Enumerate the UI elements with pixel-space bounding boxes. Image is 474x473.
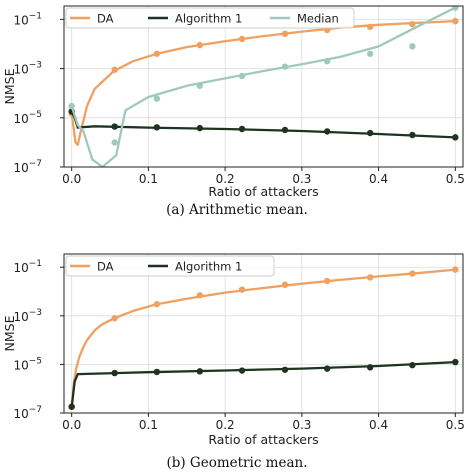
data-point [153,124,161,131]
series-group [68,6,459,167]
series-line-da [70,268,456,407]
data-point [68,102,75,110]
data-point [238,72,246,80]
x-tick-label: 0.2 [216,418,235,432]
legend-entry: Algorithm 1 [175,12,242,26]
legend-entry: Median [297,12,339,26]
y-tick-label: 10−1 [13,11,42,27]
data-point [409,43,416,50]
data-point [111,314,118,322]
series-line-algorithm-1 [70,360,456,407]
y-tick-label: 10−3 [13,308,42,324]
data-point [153,301,161,308]
x-axis-label: Ratio of attackers [208,432,318,447]
y-tick-label: 10−7 [13,159,42,175]
data-point [409,270,416,277]
x-tick-label: 0.4 [369,418,388,432]
data-point [281,281,289,288]
data-point [153,368,161,376]
x-tick-label: 0.1 [139,418,158,432]
data-point [281,366,289,373]
data-point [111,139,118,146]
data-point [196,292,204,299]
data-point [196,82,204,89]
panel-a: 0.0 0.1 0.2 0.3 0.4 0.5 10−7 10−5 10−3 10−1 Ratio … [2,5,465,218]
data-point [111,123,118,130]
data-point [409,20,416,28]
figure-caption: (b) Geometric mean. [166,455,307,471]
x-tick-label: 0.5 [446,418,465,432]
series-group [68,266,459,410]
y-tick-label: 10−5 [13,356,42,372]
data-point [452,134,459,141]
y-axis-label: NMSE [2,68,17,104]
x-tick-label: 0.2 [216,172,235,186]
plot-frame [63,253,464,414]
x-tick-label: 0.1 [139,172,158,186]
data-point [409,361,416,369]
data-point [281,30,289,37]
data-point [153,50,161,57]
x-tick-label: 0.3 [292,418,311,432]
x-tick-label: 0.0 [62,418,81,432]
data-point [196,41,204,49]
data-point [68,403,75,410]
y-tick-label: 10−3 [13,61,42,77]
data-point [196,124,204,132]
data-point [323,128,331,135]
data-point [323,277,331,285]
data-point [196,368,204,375]
data-point [323,57,331,65]
data-point [111,66,118,73]
data-point [238,35,246,43]
legend-entry: Algorithm 1 [175,260,242,274]
y-axis-label: NMSE [2,315,17,351]
x-tick-label: 0.3 [292,172,311,186]
x-tick-label: 0.0 [62,172,81,186]
data-point [111,369,118,377]
x-tick-label: 0.5 [446,172,465,186]
data-point [238,367,246,374]
figure-caption: (a) Arithmetic mean. [166,202,308,218]
data-point [238,286,246,293]
y-tick-label: 10−7 [13,405,42,421]
data-point [409,131,416,139]
data-point [366,23,374,30]
data-point [452,266,459,273]
y-tick-label: 10−1 [13,259,42,275]
x-axis-label: Ratio of attackers [208,184,318,199]
data-point [281,63,289,70]
data-point [153,95,161,102]
plot-frame [63,5,464,168]
data-point [323,365,331,372]
panel-b: 0.0 0.1 0.2 0.3 0.4 0.5 10−7 10−5 10−3 10−1 Ratio … [2,253,465,471]
series-line-median [70,6,456,167]
legend-entry: DA [97,260,114,274]
data-point [238,125,246,133]
data-point [366,50,374,57]
x-tick-label: 0.4 [369,172,388,186]
data-point [452,358,459,366]
data-point [366,129,374,137]
y-tick-label: 10−5 [13,110,42,126]
legend-entry: DA [97,12,114,26]
legend-box [65,255,275,277]
series-line-algorithm-1 [70,111,456,139]
data-point [452,17,459,25]
data-point [452,6,459,11]
legend-box [65,7,355,29]
data-point [366,274,374,281]
data-point [281,126,289,134]
data-point [366,364,374,371]
